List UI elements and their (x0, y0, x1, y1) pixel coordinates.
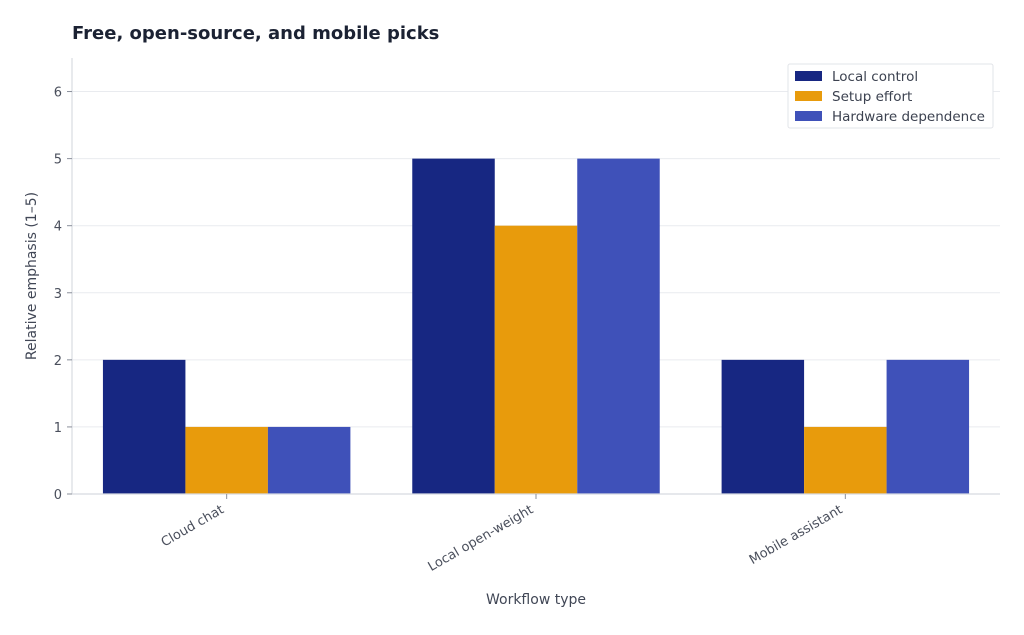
y-axis-label: Relative emphasis (1–5) (24, 192, 40, 360)
x-tick-label-0: Cloud chat (159, 502, 227, 550)
y-tick-label-4: 4 (54, 220, 62, 235)
y-tick-label-6: 6 (54, 86, 62, 101)
legend-swatch-1 (795, 91, 822, 101)
y-tick-label-2: 2 (54, 354, 62, 369)
bar-mobile-assistant-local-control (721, 359, 805, 494)
chart-title: Free, open-source, and mobile picks (72, 23, 439, 44)
x-axis-label: Workflow type (486, 592, 586, 608)
x-tick-label-1: Local open-weight (426, 502, 536, 574)
bars (102, 158, 970, 494)
x-tick-label-2: Mobile assistant (747, 502, 846, 568)
legend-box (787, 63, 994, 129)
y-tick-label-5: 5 (54, 153, 62, 168)
y-tick-label-1: 1 (54, 421, 62, 436)
y-axis-ticks: 0 1 2 3 4 5 6 (54, 86, 72, 503)
legend: Local control Setup effort Hardware depend… (787, 63, 994, 129)
legend-swatch-0 (795, 71, 822, 81)
legend-swatch-2 (795, 111, 822, 121)
legend-label-0: Local control (832, 69, 918, 85)
x-axis-ticks: Cloud chat Local open-weight Mobile assist… (159, 494, 846, 575)
bar-cloud-chat-local-control (102, 359, 186, 494)
y-tick-label-3: 3 (54, 287, 62, 302)
bar-cloud-chat-setup-effort (185, 426, 268, 494)
y-tick-label-0: 0 (54, 488, 62, 503)
bar-local-open-weight-local-control (412, 158, 495, 494)
legend-label-2: Hardware dependence (832, 109, 985, 125)
bar-local-open-weight-setup-effort (494, 225, 578, 494)
bar-mobile-assistant-hardware-dependence (886, 359, 970, 494)
bar-mobile-assistant-setup-effort (804, 426, 887, 494)
bar-cloud-chat-hardware-dependence (267, 426, 351, 494)
bar-local-open-weight-hardware-dependence (577, 158, 660, 494)
legend-label-1: Setup effort (832, 89, 912, 105)
